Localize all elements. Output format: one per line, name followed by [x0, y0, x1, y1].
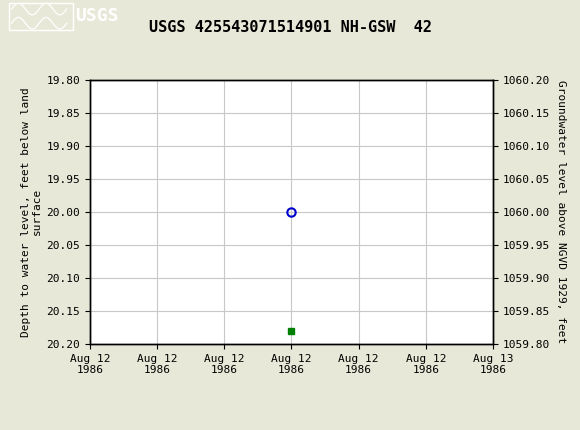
Y-axis label: Groundwater level above NGVD 1929, feet: Groundwater level above NGVD 1929, feet — [556, 80, 566, 344]
Text: USGS: USGS — [75, 7, 119, 25]
Y-axis label: Depth to water level, feet below land
surface: Depth to water level, feet below land su… — [21, 87, 42, 337]
Text: USGS 425543071514901 NH-GSW  42: USGS 425543071514901 NH-GSW 42 — [148, 21, 432, 35]
